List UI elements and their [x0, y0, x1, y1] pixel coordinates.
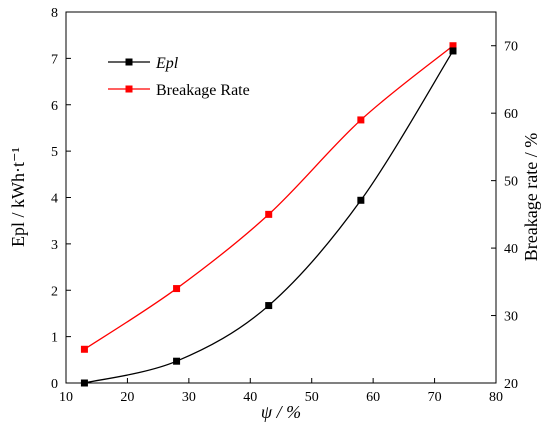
y-axis-left-title: Epl / kWh·t⁻¹	[8, 147, 28, 247]
data-point-epl	[265, 302, 273, 310]
y-axis-right: 20 30 40 50 60 70	[491, 40, 518, 392]
y-left-tick-label: 3	[51, 238, 58, 253]
x-tick-label: 60	[366, 390, 380, 405]
y-left-tick-label: 4	[51, 192, 58, 207]
legend-label-epl: Epl	[155, 55, 179, 72]
x-tick-label: 20	[120, 390, 134, 405]
series-layer	[80, 42, 457, 387]
y-axis-left: 0 1 2 3 4 5 6 7 8	[51, 6, 71, 392]
data-point-breakage-rate	[80, 345, 88, 353]
x-tick-label: 40	[243, 390, 257, 405]
x-axis-title-text: ψ / %	[261, 402, 301, 422]
y-left-tick-label: 7	[51, 52, 58, 67]
y-left-tick-label: 8	[51, 6, 58, 21]
x-tick-label: 80	[489, 390, 503, 405]
x-tick-label: 50	[305, 390, 319, 405]
y-left-tick-label: 0	[51, 377, 58, 392]
data-point-breakage-rate	[265, 210, 273, 218]
data-point-breakage-rate	[357, 116, 365, 124]
y-right-tick-label: 20	[504, 377, 518, 392]
y-right-tick-label: 50	[504, 175, 518, 190]
x-axis-title: ψ / %	[261, 402, 301, 422]
legend-marker-epl	[125, 58, 133, 66]
x-tick-label: 70	[428, 390, 442, 405]
data-point-epl	[173, 357, 181, 365]
data-point-breakage-rate	[449, 42, 457, 50]
series-line-epl	[84, 50, 454, 384]
data-point-epl	[80, 379, 88, 387]
legend-label-breakage-rate: Breakage Rate	[156, 82, 250, 99]
y-axis-left-title-text: Epl / kWh·t⁻¹	[8, 147, 28, 247]
y-axis-right-title: Breakage rate / %	[521, 133, 541, 261]
y-left-tick-label: 2	[51, 284, 58, 299]
x-axis: 10 20 30 40 50 60 70 80	[59, 378, 503, 405]
y-axis-right-title-text: Breakage rate / %	[521, 133, 541, 261]
y-left-tick-label: 6	[51, 99, 58, 114]
y-right-tick-label: 40	[504, 242, 518, 257]
data-point-epl	[449, 47, 457, 55]
plot-area	[65, 11, 497, 384]
y-left-tick-label: 5	[51, 145, 58, 160]
data-point-breakage-rate	[173, 285, 181, 293]
y-left-tick-label: 1	[51, 331, 58, 346]
legend: Epl Breakage Rate	[108, 55, 250, 99]
y-right-tick-label: 70	[504, 40, 518, 55]
y-right-tick-label: 60	[504, 107, 518, 122]
y-right-tick-label: 30	[504, 310, 518, 325]
x-tick-label: 10	[59, 390, 73, 405]
legend-marker-breakage-rate	[125, 85, 133, 93]
data-point-epl	[357, 196, 365, 204]
x-tick-label: 30	[182, 390, 196, 405]
